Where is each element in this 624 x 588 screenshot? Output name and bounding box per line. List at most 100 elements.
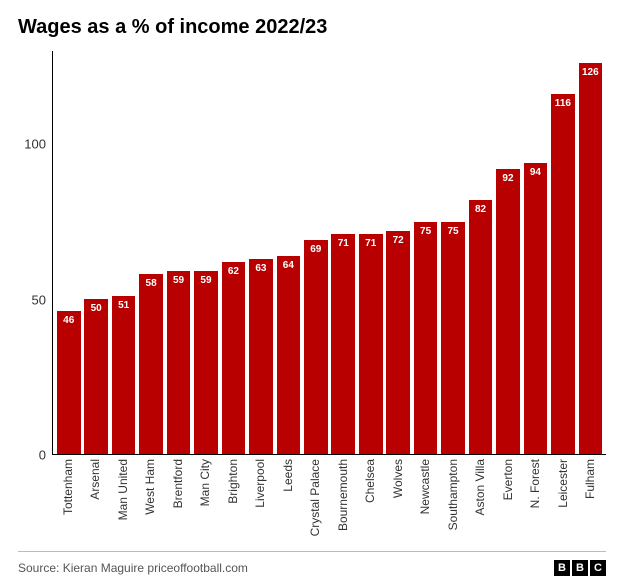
bar: 116 [551,94,575,454]
bar: 63 [249,259,273,454]
bar-slot: 75 [439,51,466,454]
bar: 71 [331,234,355,454]
bar-value-label: 72 [393,235,404,246]
x-slot: Leeds [274,455,302,545]
bar-slot: 72 [384,51,411,454]
x-slot: Leicester [549,455,577,545]
bar-slot: 71 [330,51,357,454]
x-slot: Southampton [439,455,467,545]
bar-slot: 50 [82,51,109,454]
x-slot: Tottenham [54,455,82,545]
bar: 46 [57,311,81,454]
bbc-logo-letter: B [554,560,570,576]
chart-footer: Source: Kieran Maguire priceoffootball.c… [18,551,606,576]
bar-slot: 62 [220,51,247,454]
bar: 82 [469,200,493,454]
bar-value-label: 82 [475,204,486,215]
bbc-logo-letter: B [572,560,588,576]
x-tick-label: Leeds [281,459,295,492]
x-tick-label: Fulham [583,459,597,499]
x-tick-label: Leicester [556,459,570,508]
x-slot: N. Forest [522,455,550,545]
plot-area: 4650515859596263646971717275758292941161… [52,51,606,455]
x-tick-label: Tottenham [61,459,75,515]
x-tick-label: Chelsea [363,459,377,503]
bar-slot: 59 [165,51,192,454]
bar-value-label: 51 [118,300,129,311]
bar-value-label: 71 [338,238,349,249]
x-tick-label: Everton [501,459,515,500]
x-tick-label: Brentford [171,459,185,508]
x-slot: Man City [192,455,220,545]
bar-value-label: 59 [173,275,184,286]
bar-value-label: 71 [365,238,376,249]
y-axis: 050100 [18,51,52,455]
bar: 94 [524,163,548,454]
bar-slot: 64 [275,51,302,454]
bar: 58 [139,274,163,454]
bar-value-label: 46 [63,315,74,326]
x-slot: Newcastle [412,455,440,545]
bar: 62 [222,262,246,454]
x-tick-label: N. Forest [528,459,542,508]
bbc-logo-letter: C [590,560,606,576]
bar-value-label: 94 [530,167,541,178]
x-tick-label: Bournemouth [336,459,350,531]
bar-slot: 71 [357,51,384,454]
bar: 71 [359,234,383,454]
bar-slot: 46 [55,51,82,454]
bar-value-label: 59 [200,275,211,286]
bar-value-label: 58 [146,278,157,289]
x-tick-label: Newcastle [418,459,432,514]
y-tick-label: 50 [32,292,46,307]
bar-value-label: 75 [448,226,459,237]
bar-slot: 94 [522,51,549,454]
x-tick-label: Crystal Palace [308,459,322,536]
bar: 51 [112,296,136,454]
x-tick-label: Southampton [446,459,460,530]
bar-slot: 75 [412,51,439,454]
bar: 75 [414,222,438,455]
x-slot: Bournemouth [329,455,357,545]
chart-container: Wages as a % of income 2022/23 050100 46… [0,0,624,588]
x-tick-label: West Ham [143,459,157,515]
x-tick-label: Brighton [226,459,240,504]
bar-value-label: 69 [310,244,321,255]
x-tick-label: Man City [198,459,212,506]
y-tick-label: 0 [39,448,46,463]
x-slot: Crystal Palace [302,455,330,545]
x-slot: Arsenal [82,455,110,545]
bar: 92 [496,169,520,454]
bar-value-label: 50 [91,303,102,314]
bar-value-label: 75 [420,226,431,237]
x-slot: Aston Villa [467,455,495,545]
chart-title: Wages as a % of income 2022/23 [18,16,606,39]
bar: 72 [386,231,410,454]
bar-value-label: 64 [283,260,294,271]
bar-slot: 116 [549,51,576,454]
x-tick-label: Arsenal [88,459,102,500]
bar: 59 [194,271,218,454]
bars-group: 4650515859596263646971717275758292941161… [53,51,606,454]
x-slot: Wolves [384,455,412,545]
bar-slot: 58 [137,51,164,454]
x-slot: Liverpool [247,455,275,545]
bar: 69 [304,240,328,454]
bar: 75 [441,222,465,455]
x-slot: Brighton [219,455,247,545]
x-tick-label: Aston Villa [473,459,487,515]
x-tick-label: Wolves [391,459,405,498]
bar-value-label: 92 [502,173,513,184]
bbc-logo: BBC [554,560,606,576]
x-slot: Fulham [577,455,605,545]
bar: 50 [84,299,108,454]
x-slot: Brentford [164,455,192,545]
x-slot: Chelsea [357,455,385,545]
source-text: Source: Kieran Maguire priceoffootball.c… [18,561,248,575]
x-slot: Everton [494,455,522,545]
plot-wrap: 050100 46 50 51 58 59 59 6263 64 69 71 71 72 75 75 82 9… [18,51,606,455]
bar-slot: 51 [110,51,137,454]
x-tick-label: Man United [116,459,130,520]
x-slot: Man United [109,455,137,545]
x-tick-label: Liverpool [253,459,267,508]
